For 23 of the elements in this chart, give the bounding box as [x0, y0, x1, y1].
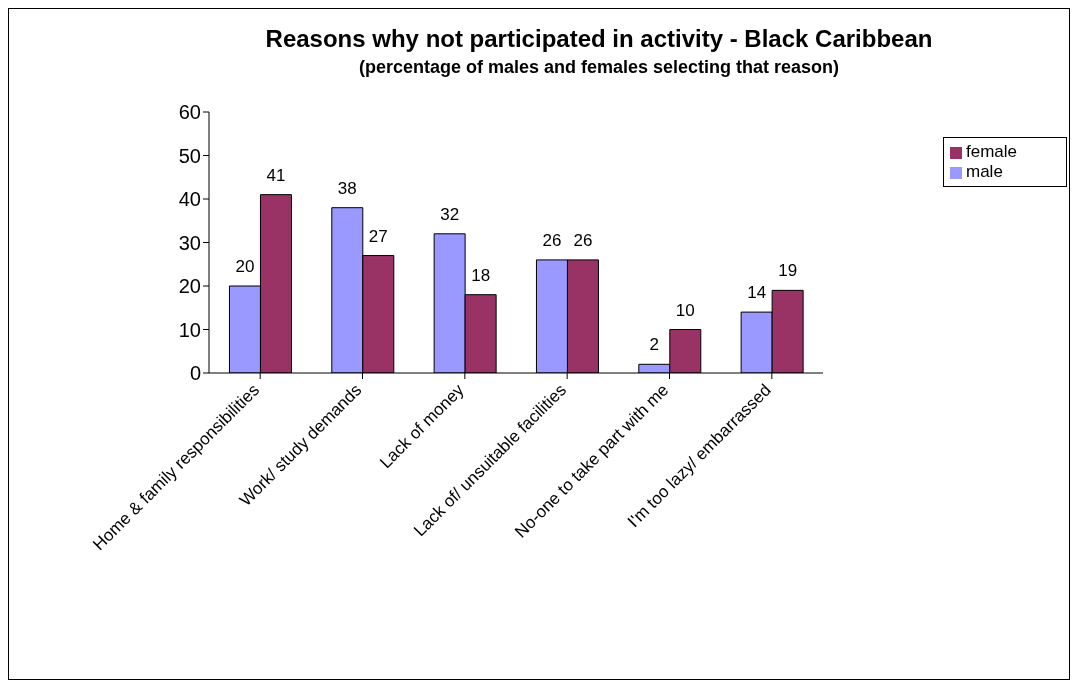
- y-tick-label: 30: [178, 231, 201, 254]
- data-label: 10: [675, 300, 695, 320]
- data-label: 18: [471, 265, 491, 285]
- data-label: 26: [542, 230, 562, 250]
- y-tick-label: 60: [178, 101, 201, 124]
- data-label: 2: [649, 335, 660, 355]
- y-tick-label: 50: [178, 144, 201, 167]
- legend-label: male: [966, 162, 1003, 181]
- data-label: 20: [235, 257, 255, 276]
- data-label: 14: [747, 283, 767, 303]
- data-label: 19: [778, 261, 798, 281]
- y-tick-label: 0: [189, 362, 201, 385]
- y-tick-label: 20: [178, 275, 201, 298]
- data-label: 27: [368, 226, 388, 246]
- y-tick-label: 40: [178, 188, 201, 211]
- data-label: 26: [573, 230, 593, 250]
- y-tick-label: 10: [178, 318, 201, 341]
- chart-subtitle: (percentage of males and females selecting that reason): [357, 57, 841, 78]
- legend-label: female: [966, 142, 1018, 161]
- data-label: 32: [440, 204, 460, 224]
- data-label: 38: [337, 178, 357, 198]
- chart-title: Reasons why not participated in activity - Black Caribbean: [264, 25, 934, 53]
- data-label: 41: [266, 165, 286, 185]
